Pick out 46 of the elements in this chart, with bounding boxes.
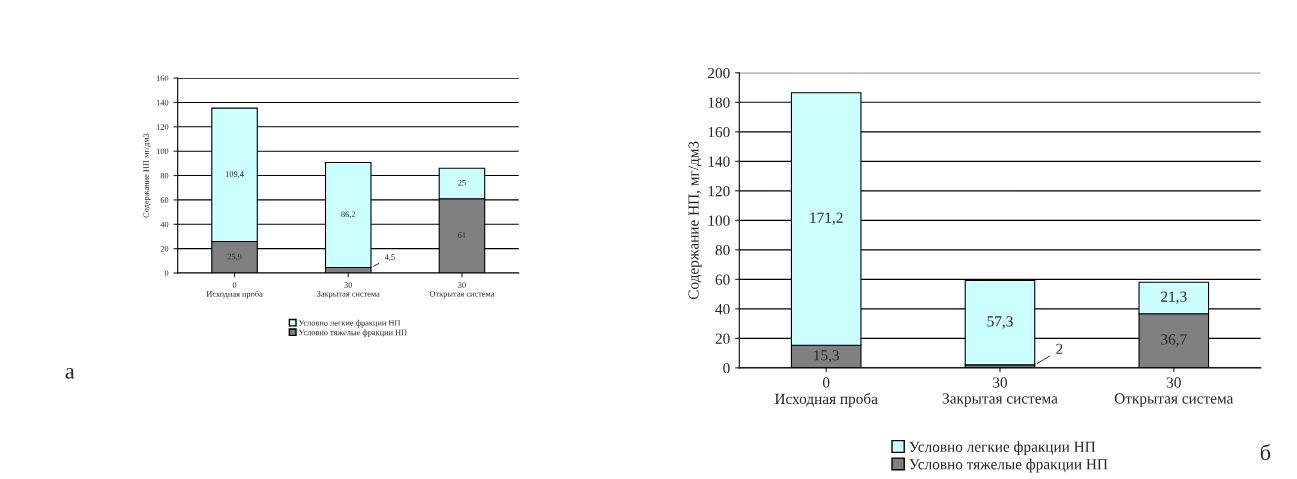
y-tick-label: 60	[715, 274, 730, 285]
data-label: 25,9	[227, 253, 242, 261]
data-label: 171,2	[810, 212, 843, 226]
data-label: 36,7	[1161, 334, 1187, 347]
x-tick-label: 30 Открытая система	[429, 282, 495, 299]
data-label: 61	[458, 232, 466, 238]
x-tick-label: 30 Закрытая система	[942, 377, 1058, 407]
y-tick-label: 60	[160, 197, 169, 203]
y-tick-label: 80	[715, 244, 730, 256]
y-tick-label: 40	[715, 304, 730, 315]
data-label: 15,3	[814, 350, 839, 363]
y-tick-label: 160	[708, 126, 730, 138]
x-tick-label: 0 Исходная проба	[206, 282, 263, 299]
y-tick-label: 200	[708, 67, 730, 79]
y-tick-label: 140	[156, 99, 169, 106]
data-label: 25	[458, 179, 466, 186]
y-tick-label: 0	[723, 363, 730, 374]
y-axis-title: Содержание НП мг/дм3	[143, 133, 151, 218]
data-label: 109,4	[225, 171, 244, 179]
text: б	[1260, 443, 1271, 461]
legend-label: Условно тяжелые фракции НП	[909, 458, 1108, 473]
y-tick-label: 120	[708, 185, 730, 197]
data-label: 21,3	[1161, 291, 1187, 305]
x-tick-label: 30 Открытая система	[1114, 377, 1234, 407]
data-label: 4,5	[384, 254, 395, 262]
data-label: 57,3	[987, 316, 1013, 329]
y-tick-label: 20	[715, 333, 730, 344]
y-tick-label: 80	[160, 172, 169, 179]
y-tick-label: 0	[164, 270, 169, 276]
y-tick-label: 160	[156, 75, 169, 82]
y-tick-label: 20	[160, 246, 169, 252]
legend-label: Условно тяжелые фракции НП	[298, 329, 407, 337]
y-tick-label: 100	[156, 148, 169, 155]
y-tick-label: 40	[160, 221, 169, 228]
x-tick-label: 0 Исходная проба	[774, 377, 878, 408]
legend-label: Условно легкие фракции НП	[909, 441, 1096, 456]
data-label: 86,2	[341, 211, 356, 219]
x-tick-label: 30 Закрытая система	[317, 282, 380, 299]
y-tick-label: 120	[156, 124, 169, 130]
y-tick-label: 140	[708, 156, 730, 167]
y-tick-label: 100	[708, 215, 730, 226]
legend-label: Условно легкие фракции НП	[298, 319, 401, 328]
y-tick-label: 180	[708, 97, 730, 108]
text: а	[65, 368, 75, 379]
data-label: 2	[1056, 343, 1063, 354]
y-axis-title: Содержание НП, мг/дм3	[688, 141, 702, 300]
